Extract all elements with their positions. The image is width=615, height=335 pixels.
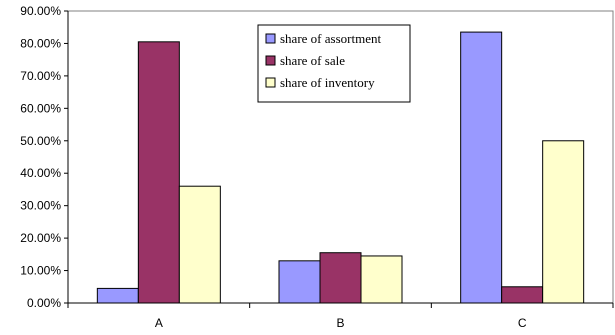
- y-tick-label: 20.00%: [20, 231, 61, 245]
- legend-label: share of inventory: [280, 75, 375, 90]
- bar-share-of-assortment-A: [96, 287, 139, 304]
- x-tick-label: C: [518, 316, 527, 330]
- y-tick-label: 10.00%: [20, 264, 61, 278]
- y-tick-label: 90.00%: [20, 4, 61, 18]
- y-tick-label: 50.00%: [20, 134, 61, 148]
- bar-share-of-sale-B: [319, 252, 362, 304]
- axes: 0.00% 10.00% 20.00% 30.00% 40.00% 50.00% 60.00…: [20, 4, 614, 330]
- y-tick-label: 60.00%: [20, 101, 61, 115]
- legend-swatch: [265, 33, 276, 44]
- bar-share-of-inventory-A: [178, 185, 221, 304]
- y-tick-label: 0.00%: [27, 296, 61, 310]
- bar-share-of-assortment-C: [460, 31, 503, 304]
- bar-share-of-sale-C: [501, 286, 544, 304]
- legend-label: share of sale: [280, 53, 345, 68]
- legend-label: share of assortment: [280, 31, 381, 46]
- x-tick-label: B: [336, 316, 344, 330]
- bars: [96, 31, 585, 304]
- bar-share-of-inventory-B: [360, 255, 403, 304]
- legend-box: [257, 24, 411, 103]
- bar-share-of-inventory-C: [542, 140, 585, 304]
- y-tick-label: 80.00%: [20, 36, 61, 50]
- y-tick-label: 70.00%: [20, 69, 61, 83]
- y-tick-label: 40.00%: [20, 166, 61, 180]
- bar-share-of-sale-A: [137, 41, 180, 304]
- legend-swatch: [265, 55, 276, 66]
- y-tick-label: 30.00%: [20, 199, 61, 213]
- bar-share-of-assortment-B: [278, 260, 321, 304]
- legend-swatch: [265, 77, 276, 88]
- x-tick-label: A: [155, 316, 163, 330]
- legend: share of assortment share of sale share of…: [257, 24, 411, 103]
